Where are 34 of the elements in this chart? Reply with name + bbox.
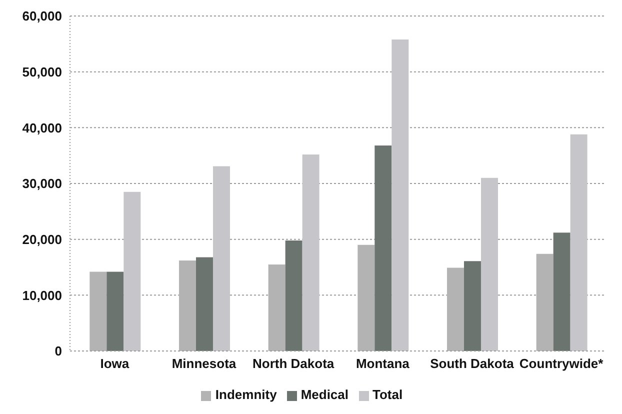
legend-label: Medical (300, 387, 348, 402)
bar (553, 232, 570, 351)
bar (446, 268, 464, 351)
y-tick-label: 30,000 (22, 176, 62, 192)
x-tick-label: Minnesota (172, 356, 237, 372)
bar (196, 257, 213, 351)
x-tick-label: South Dakota (430, 356, 515, 372)
y-tick-label: 40,000 (22, 120, 62, 136)
x-tick-label: Countrywide* (519, 356, 604, 372)
bar (374, 146, 392, 351)
x-tick-label: North Dakota (252, 356, 335, 372)
legend-label: Indemnity (215, 387, 277, 402)
bar (268, 264, 286, 351)
legend-label: Total (372, 387, 403, 402)
bar (392, 39, 409, 351)
y-tick-label: 10,000 (22, 288, 62, 303)
bar (106, 272, 124, 351)
y-tick-label: 50,000 (22, 64, 62, 80)
bar (464, 261, 481, 351)
bar (212, 166, 230, 351)
x-tick-label: Montana (356, 356, 410, 372)
bar (285, 240, 302, 351)
bar (124, 192, 141, 351)
y-tick-label: 20,000 (22, 232, 62, 247)
y-tick-label: 0 (54, 344, 62, 359)
bar (536, 254, 554, 351)
bar (480, 178, 498, 351)
x-tick-label: Iowa (100, 356, 130, 372)
bar (178, 260, 196, 351)
bar (90, 272, 107, 351)
y-tick-label: 60,000 (22, 8, 62, 24)
bar (358, 244, 375, 351)
bar (570, 134, 588, 351)
bar (302, 154, 320, 351)
